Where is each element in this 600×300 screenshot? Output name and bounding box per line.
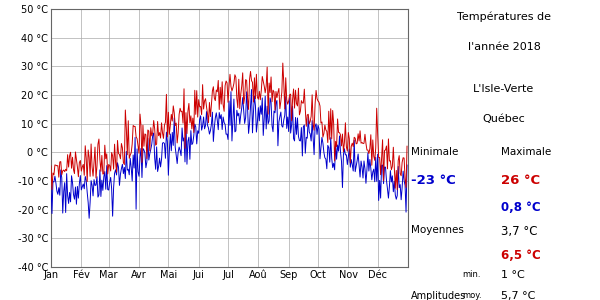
Text: Amplitudes: Amplitudes	[411, 291, 466, 300]
Text: -23 °C: -23 °C	[411, 174, 456, 187]
Text: 1 °C: 1 °C	[501, 270, 525, 280]
Text: min.: min.	[462, 270, 481, 279]
Text: Moyennes: Moyennes	[411, 225, 464, 235]
Text: 6,5 °C: 6,5 °C	[501, 249, 541, 262]
Text: 0,8 °C: 0,8 °C	[501, 201, 541, 214]
Text: 26 °C: 26 °C	[501, 174, 540, 187]
Text: moy.: moy.	[462, 291, 482, 300]
Text: L'Isle-Verte: L'Isle-Verte	[473, 84, 535, 94]
Text: Minimale: Minimale	[411, 147, 458, 157]
Text: l'année 2018: l'année 2018	[467, 42, 541, 52]
Text: 3,7 °C: 3,7 °C	[501, 225, 538, 238]
Text: 5,7 °C: 5,7 °C	[501, 291, 535, 300]
Text: Québec: Québec	[482, 114, 526, 124]
Text: Maximale: Maximale	[501, 147, 551, 157]
Text: Températures de: Températures de	[457, 12, 551, 22]
